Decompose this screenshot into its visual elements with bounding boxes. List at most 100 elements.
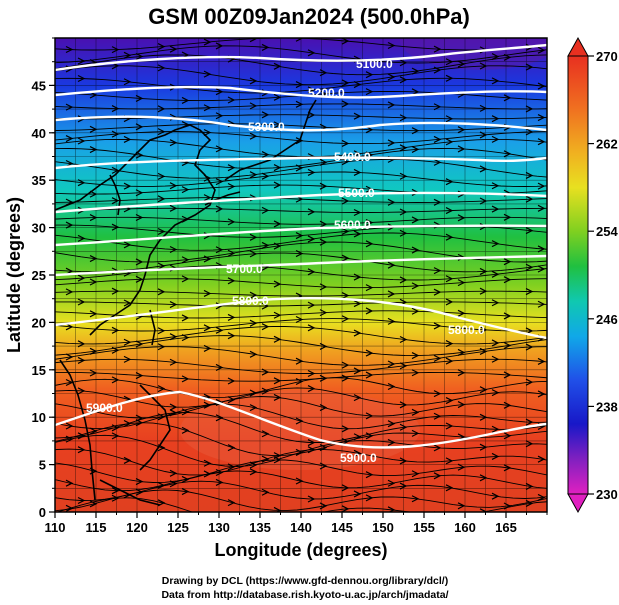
streamline-arrow xyxy=(215,326,224,334)
wind-streamlines xyxy=(55,38,547,512)
streamline-arrow xyxy=(123,182,132,190)
streamline-arrow xyxy=(157,327,166,335)
plot-area: 5100.0 5200.0 5300.0 5400.0 5500.0 5600.… xyxy=(55,38,547,512)
streamline-arrow xyxy=(387,360,396,368)
streamline-arrow xyxy=(261,323,270,331)
streamline-arrow xyxy=(249,404,258,412)
streamline-arrow xyxy=(249,77,258,85)
streamline-arrow xyxy=(411,307,420,315)
height-contours xyxy=(55,43,547,449)
streamline-arrow xyxy=(203,470,212,478)
streamline-arrow xyxy=(525,288,534,296)
streamline-arrow xyxy=(89,255,98,263)
streamline-arrow xyxy=(65,45,74,54)
streamline-arrow xyxy=(341,505,350,512)
streamline-arrow xyxy=(227,463,236,471)
streamline-arrow xyxy=(445,138,454,146)
streamline-arrow xyxy=(537,46,546,54)
streamline-arrow xyxy=(341,361,350,369)
streamline-arrow xyxy=(273,220,282,228)
streamline-arrow xyxy=(203,289,212,297)
streamline-arrow xyxy=(537,493,546,501)
streamline-arrow xyxy=(307,49,316,57)
streamline-arrow xyxy=(445,357,454,365)
streamline-arrow xyxy=(319,502,328,510)
contour-5500 xyxy=(55,191,547,214)
x-tick-label: 125 xyxy=(167,520,189,535)
streamline-arrow xyxy=(365,240,374,248)
streamline-arrow xyxy=(387,41,396,50)
streamline-arrow xyxy=(157,195,166,203)
x-tick-label: 150 xyxy=(372,520,394,535)
streamline-arrow xyxy=(365,185,374,193)
streamline-arrow xyxy=(261,430,270,438)
contour-label-5900a: 5900.0 xyxy=(86,401,123,415)
streamline xyxy=(55,65,547,86)
streamline-arrow xyxy=(169,358,178,366)
streamline-arrow xyxy=(387,261,396,269)
streamline-arrow xyxy=(399,144,408,152)
streamline-arrow xyxy=(111,130,120,138)
streamline-arrow xyxy=(411,352,420,360)
streamline-arrow xyxy=(537,265,546,273)
streamline-arrow xyxy=(353,208,362,217)
streamline-arrow xyxy=(319,220,328,228)
streamline-arrow xyxy=(261,206,270,214)
streamline-arrow xyxy=(537,182,546,190)
streamline-arrow xyxy=(215,414,224,422)
streamline-arrow xyxy=(399,208,408,216)
y-tick-label: 25 xyxy=(32,268,46,283)
streamline-arrow xyxy=(169,480,178,488)
streamline xyxy=(55,346,547,366)
streamline-arrow xyxy=(273,280,282,288)
streamline-arrow xyxy=(433,390,442,398)
streamline-arrow xyxy=(123,51,132,59)
streamline-arrow xyxy=(77,74,86,83)
streamline-arrow xyxy=(365,471,374,479)
streamline-arrow xyxy=(65,159,74,168)
streamline-arrow xyxy=(445,58,454,66)
streamline-arrow xyxy=(215,42,224,50)
streamline-arrow xyxy=(135,151,144,159)
contour-label-5700: 5700.0 xyxy=(226,262,263,276)
streamline-arrow xyxy=(307,208,316,216)
streamline-arrow xyxy=(215,145,224,153)
streamline-arrow xyxy=(169,139,178,147)
streamline-arrow xyxy=(433,198,442,206)
streamline-arrow xyxy=(479,287,488,295)
streamline-arrow xyxy=(387,290,396,298)
streamline-arrow xyxy=(353,490,362,498)
x-tick-label: 135 xyxy=(249,520,271,535)
contour-5100 xyxy=(55,43,547,72)
streamline-arrow xyxy=(341,139,350,147)
streamline-arrow xyxy=(503,312,512,320)
streamline-arrow xyxy=(111,326,120,334)
streamline-arrow xyxy=(537,204,546,212)
streamline-arrow xyxy=(503,276,512,284)
contour-5700 xyxy=(55,254,547,277)
streamline-arrow xyxy=(273,311,282,319)
streamline-arrow xyxy=(399,172,408,180)
streamline-arrow xyxy=(89,145,98,154)
streamline-arrow xyxy=(77,137,86,145)
x-tick-label: 160 xyxy=(454,520,476,535)
streamline-arrow xyxy=(457,126,466,134)
streamline-arrow xyxy=(353,168,362,177)
colorbar-tick-label: 238 xyxy=(596,399,618,414)
streamline-arrow xyxy=(77,340,86,348)
streamline-arrow xyxy=(65,504,74,512)
streamline xyxy=(55,377,547,398)
streamline-arrow xyxy=(273,181,282,189)
streamline-arrow xyxy=(503,53,512,61)
streamline-arrow xyxy=(181,334,190,342)
streamline-arrow xyxy=(387,317,396,325)
streamline-arrow xyxy=(399,482,408,490)
streamline-arrow xyxy=(353,329,362,337)
streamline-arrow xyxy=(295,100,304,108)
streamline-arrow xyxy=(341,291,350,300)
streamline-arrow xyxy=(457,60,466,68)
streamline-arrow xyxy=(249,461,258,469)
streamline-arrow xyxy=(491,339,500,347)
streamline-arrow xyxy=(169,403,178,411)
streamline-arrow xyxy=(89,310,98,318)
